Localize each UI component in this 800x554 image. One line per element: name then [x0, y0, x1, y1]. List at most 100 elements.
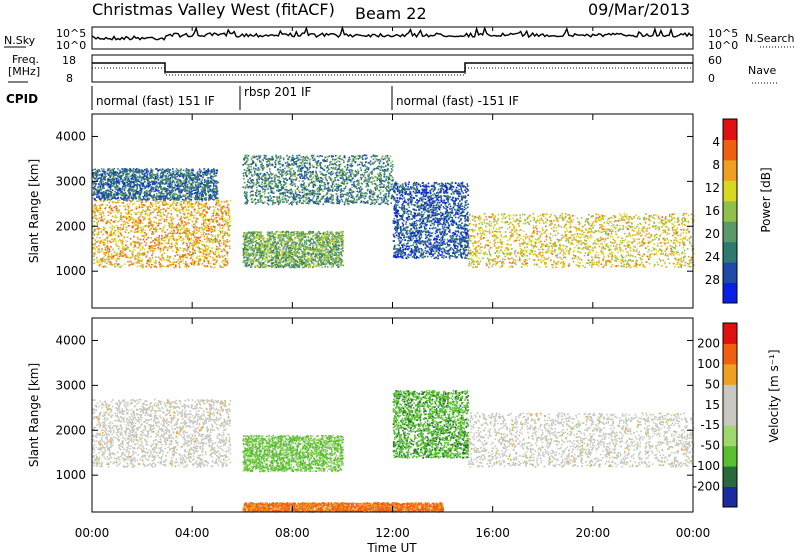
data-cell [153, 266, 155, 268]
data-cell [156, 184, 158, 187]
data-cell [190, 205, 193, 207]
data-cell [289, 253, 292, 256]
data-cell [336, 235, 339, 238]
data-cell [291, 246, 293, 248]
data-cell [100, 231, 102, 233]
data-cell [94, 211, 96, 213]
data-cell [112, 238, 114, 240]
data-cell [99, 213, 101, 216]
data-cell [152, 195, 155, 198]
data-cell [109, 185, 111, 188]
data-cell [115, 253, 117, 255]
data-cell [213, 170, 216, 173]
data-cell [325, 241, 328, 244]
data-cell [151, 245, 154, 247]
data-cell [326, 238, 328, 241]
data-cell [323, 250, 326, 252]
data-cell [195, 185, 197, 187]
data-cell [140, 253, 143, 255]
data-cell [117, 226, 119, 229]
data-cell [171, 183, 173, 185]
data-cell [157, 241, 159, 243]
data-cell [180, 203, 182, 206]
data-cell [211, 241, 214, 244]
data-cell [152, 225, 154, 228]
data-cell [192, 244, 195, 247]
data-cell [251, 233, 253, 236]
data-cell [169, 205, 171, 207]
data-cell [139, 221, 142, 223]
data-cell [271, 256, 273, 258]
data-cell [214, 238, 217, 240]
data-cell [166, 172, 169, 175]
data-cell [95, 183, 97, 186]
data-cell [140, 266, 143, 268]
data-cell [243, 260, 245, 262]
data-cell [201, 205, 204, 207]
data-cell [106, 222, 108, 225]
data-cell [303, 252, 305, 255]
data-cell [214, 196, 216, 198]
data-cell [214, 234, 217, 237]
data-cell [98, 195, 101, 197]
data-cell [122, 183, 125, 185]
data-cell [125, 176, 128, 178]
data-cell [195, 240, 197, 243]
data-cell [97, 189, 99, 192]
data-cell [225, 210, 227, 213]
data-cell [178, 263, 181, 265]
data-cell [121, 252, 124, 254]
data-cell [186, 265, 189, 267]
data-cell [158, 242, 161, 244]
data-cell [150, 237, 152, 239]
data-cell [154, 240, 156, 242]
data-cell [100, 177, 102, 180]
data-cell [142, 171, 144, 173]
data-cell [140, 191, 143, 194]
data-cell [140, 260, 142, 262]
data-cell [159, 264, 161, 267]
data-cell [140, 199, 142, 201]
data-cell [193, 177, 196, 179]
data-cell [335, 247, 338, 249]
data-cell [92, 183, 95, 185]
data-cell [112, 240, 114, 243]
data-cell [184, 247, 186, 250]
cpid-segment-1: normal (fast) 151 IF [96, 94, 215, 108]
data-cell [207, 199, 210, 201]
data-cell [97, 261, 99, 264]
data-cell [118, 189, 121, 192]
data-cell [119, 232, 122, 235]
data-cell [176, 197, 178, 199]
data-cell [184, 183, 186, 186]
data-cell [175, 232, 177, 235]
data-cell [201, 228, 204, 230]
data-cell [298, 251, 301, 254]
data-cell [107, 220, 109, 223]
data-cell [106, 169, 109, 172]
data-cell [212, 175, 214, 178]
data-cell [108, 240, 111, 242]
data-cell [135, 192, 137, 194]
data-cell [258, 257, 261, 259]
data-cell [121, 264, 123, 267]
data-cell [196, 191, 198, 194]
data-cell [215, 189, 218, 192]
data-cell [178, 237, 180, 240]
station-title: Christmas Valley West (fitACF) [92, 0, 335, 19]
data-cell [96, 196, 98, 198]
data-cell [154, 247, 156, 250]
data-cell [318, 238, 320, 240]
data-cell [334, 249, 337, 251]
data-cell [283, 242, 285, 245]
data-cell [93, 190, 96, 193]
data-cell [96, 222, 98, 224]
data-cell [126, 213, 128, 215]
data-cell [164, 204, 167, 206]
data-cell [177, 262, 179, 265]
data-cell [179, 194, 181, 197]
data-cell [193, 236, 196, 239]
data-cell [312, 266, 314, 268]
data-cell [149, 257, 151, 259]
